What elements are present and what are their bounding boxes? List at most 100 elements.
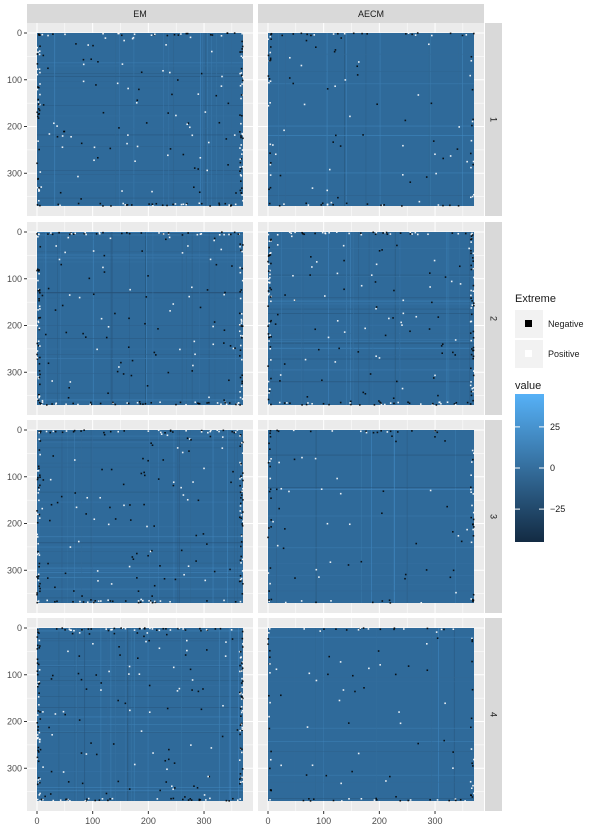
extreme-positive-cell (241, 94, 244, 96)
extreme-negative-cell (472, 284, 475, 287)
extreme-negative-cell (196, 787, 199, 789)
extreme-negative-cell (39, 292, 41, 294)
extreme-negative-cell (452, 530, 454, 533)
extreme-positive-cell (367, 628, 370, 630)
extreme-negative-cell (436, 637, 439, 639)
extreme-negative-cell (242, 472, 244, 474)
extreme-negative-cell (269, 488, 272, 491)
extreme-negative-cell (374, 233, 377, 236)
extreme-negative-cell (54, 586, 56, 589)
extreme-positive-cell (92, 250, 95, 252)
extreme-negative-cell (49, 793, 52, 795)
extreme-negative-cell (235, 192, 237, 194)
extreme-positive-cell (128, 665, 131, 668)
extreme-negative-cell (241, 380, 243, 383)
extreme-positive-cell (40, 404, 43, 406)
extreme-negative-cell (123, 430, 126, 432)
extreme-positive-cell (240, 577, 243, 580)
extreme-negative-cell (37, 465, 40, 468)
extreme-negative-cell (223, 399, 225, 401)
extreme-negative-cell (92, 44, 94, 47)
extreme-negative-cell (49, 431, 52, 434)
extreme-negative-cell (107, 799, 109, 802)
extreme-negative-cell (472, 355, 475, 358)
extreme-positive-cell (470, 241, 472, 243)
extreme-negative-cell (81, 595, 83, 597)
extreme-negative-cell (238, 516, 241, 519)
extreme-negative-cell (361, 32, 363, 35)
extreme-negative-cell (241, 593, 244, 595)
extreme-negative-cell (267, 536, 269, 539)
extreme-positive-cell (64, 251, 66, 254)
extreme-negative-cell (240, 722, 243, 725)
extreme-negative-cell (85, 688, 88, 690)
extreme-negative-cell (292, 33, 295, 35)
extreme-positive-cell (38, 438, 41, 441)
extreme-positive-cell (241, 490, 243, 493)
extreme-negative-cell (198, 402, 201, 405)
extreme-negative-cell (232, 470, 234, 473)
extreme-negative-cell (437, 394, 439, 397)
extreme-negative-cell (334, 49, 337, 51)
extreme-positive-cell (86, 496, 89, 499)
extreme-negative-cell (360, 560, 363, 563)
extreme-negative-cell (110, 468, 113, 471)
extreme-positive-cell (182, 494, 185, 496)
extreme-positive-cell (59, 204, 61, 207)
extreme-positive-cell (469, 780, 472, 783)
extreme-positive-cell (240, 514, 243, 516)
extreme-positive-cell (221, 436, 224, 438)
extreme-positive-cell (397, 401, 399, 404)
extreme-negative-cell (240, 580, 242, 582)
extreme-positive-cell (241, 780, 244, 783)
extreme-positive-cell (239, 670, 241, 673)
extreme-negative-cell (241, 325, 244, 327)
extreme-negative-cell (426, 627, 429, 630)
extreme-negative-cell (215, 263, 218, 266)
extreme-negative-cell (389, 602, 392, 604)
extreme-negative-cell (39, 440, 42, 442)
extreme-negative-cell (425, 569, 428, 571)
extreme-negative-cell (240, 136, 242, 139)
extreme-negative-cell (269, 57, 272, 60)
extreme-positive-cell (269, 80, 272, 83)
extreme-negative-cell (225, 799, 228, 802)
extreme-positive-cell (420, 601, 423, 604)
extreme-positive-cell (307, 402, 309, 404)
extreme-negative-cell (230, 204, 233, 207)
extreme-positive-cell (198, 202, 201, 205)
extreme-positive-cell (468, 247, 470, 250)
extreme-negative-cell (376, 431, 379, 434)
extreme-negative-cell (37, 399, 40, 402)
extreme-positive-cell (39, 778, 41, 780)
extreme-positive-cell (315, 261, 318, 263)
extreme-negative-cell (268, 246, 270, 249)
extreme-negative-cell (470, 717, 473, 720)
extreme-negative-cell (239, 51, 241, 53)
extreme-negative-cell (94, 799, 97, 802)
extreme-positive-cell (446, 401, 449, 404)
extreme-positive-cell (38, 488, 41, 491)
extreme-negative-cell (241, 630, 244, 633)
extreme-negative-cell (218, 121, 221, 124)
extreme-positive-cell (459, 283, 462, 285)
extreme-positive-cell (401, 387, 404, 390)
extreme-positive-cell (74, 232, 76, 235)
extreme-negative-cell (68, 386, 70, 389)
extreme-positive-cell (268, 81, 270, 84)
extreme-positive-cell (343, 331, 346, 333)
extreme-positive-cell (188, 295, 191, 298)
extreme-positive-cell (236, 429, 239, 431)
extreme-negative-cell (372, 431, 375, 434)
extreme-negative-cell (337, 196, 339, 199)
extreme-positive-cell (98, 232, 101, 235)
extreme-positive-cell (102, 266, 104, 269)
extreme-negative-cell (37, 108, 40, 110)
extreme-negative-cell (241, 40, 243, 43)
extreme-negative-cell (140, 232, 143, 234)
extreme-negative-cell (267, 461, 270, 464)
extreme-negative-cell (441, 343, 444, 346)
extreme-negative-cell (268, 442, 270, 445)
extreme-negative-cell (167, 232, 170, 234)
